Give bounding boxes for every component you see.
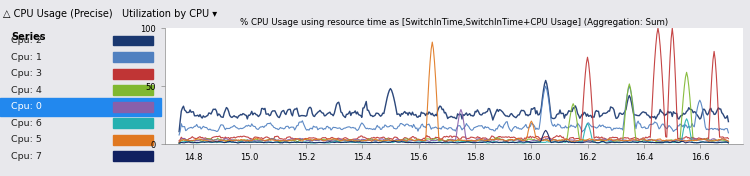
Text: Cpu: 2: Cpu: 2 [11, 36, 42, 45]
Bar [112, 151, 153, 161]
Text: Cpu: 1: Cpu: 1 [11, 53, 42, 62]
Text: △ CPU Usage (Precise)   Utilization by CPU ▾: △ CPU Usage (Precise) Utilization by CPU… [3, 9, 217, 18]
Bar [112, 102, 153, 112]
Text: Cpu: 0: Cpu: 0 [11, 102, 42, 111]
Bar [112, 85, 153, 95]
Text: Series: Series [11, 32, 46, 42]
Text: Cpu: 7: Cpu: 7 [11, 152, 42, 161]
Bar [112, 36, 153, 45]
Bar [112, 118, 153, 128]
Bar [112, 69, 153, 78]
Title: % CPU Usage using resource time as [SwitchInTime,SwitchInTime+CPU Usage] (Aggreg: % CPU Usage using resource time as [Swit… [240, 18, 668, 27]
Text: Cpu: 3: Cpu: 3 [11, 69, 42, 78]
Bar [112, 52, 153, 62]
Bar [0, 98, 161, 116]
Bar [112, 135, 153, 145]
Text: Cpu: 6: Cpu: 6 [11, 119, 42, 128]
Text: Cpu: 4: Cpu: 4 [11, 86, 42, 95]
Text: Cpu: 5: Cpu: 5 [11, 135, 42, 144]
